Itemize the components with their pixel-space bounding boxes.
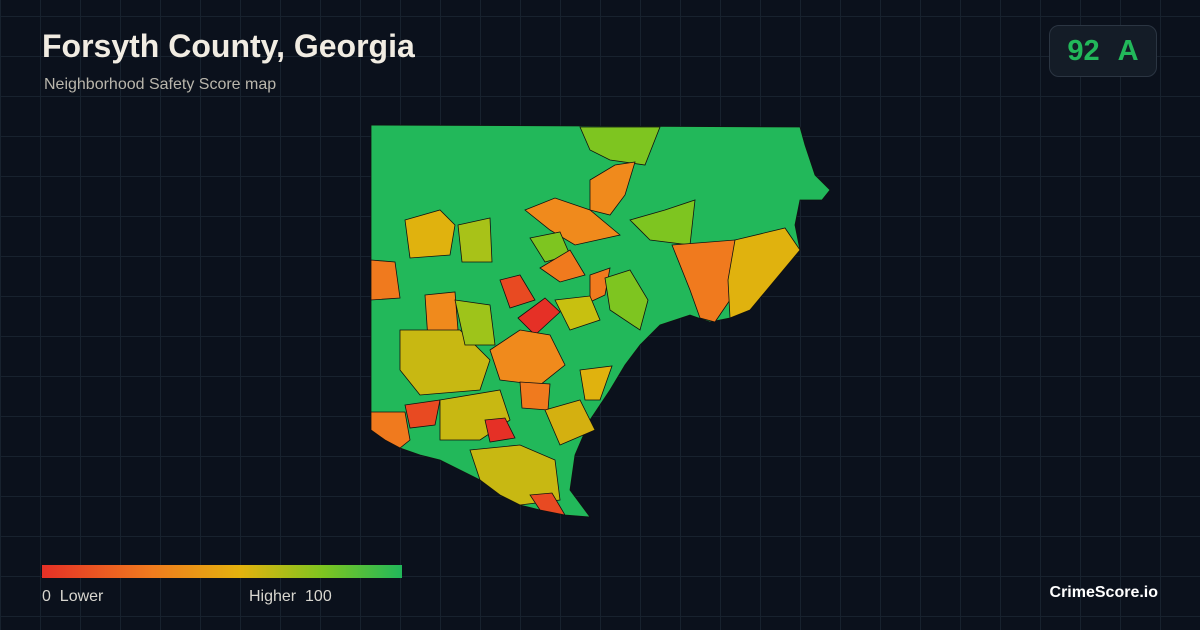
subtitle: Neighborhood Safety Score map <box>44 76 277 93</box>
brand: CrimeScore.io <box>1049 584 1158 601</box>
legend-min: 0 Lower <box>42 588 103 606</box>
score-value: 92 <box>1067 34 1100 67</box>
region <box>489 329 566 386</box>
region <box>370 259 401 301</box>
legend-gradient <box>42 565 402 578</box>
region <box>499 274 536 309</box>
region <box>604 269 649 331</box>
region <box>399 329 491 396</box>
region <box>629 199 696 246</box>
region <box>484 417 516 443</box>
score-badge: 92 A <box>1049 25 1157 77</box>
region <box>579 365 613 401</box>
legend-max-value: 100 <box>305 588 332 605</box>
legend-max-label: Higher <box>249 588 297 605</box>
legend-min-label: Lower <box>59 588 104 605</box>
region <box>519 381 551 411</box>
region <box>517 297 561 336</box>
region <box>544 399 596 446</box>
region <box>589 267 611 303</box>
region <box>454 299 496 346</box>
region <box>457 217 493 263</box>
title: Forsyth County, Georgia <box>42 28 415 64</box>
region <box>727 227 801 319</box>
region <box>554 295 601 331</box>
region <box>539 249 586 283</box>
region <box>404 399 441 429</box>
region <box>524 197 621 246</box>
region <box>370 411 411 449</box>
region <box>579 126 661 166</box>
region <box>404 209 456 259</box>
legend-max: Higher 100 <box>249 588 332 606</box>
region <box>529 492 566 516</box>
score-grade: A <box>1117 34 1139 67</box>
legend-min-value: 0 <box>42 588 51 605</box>
